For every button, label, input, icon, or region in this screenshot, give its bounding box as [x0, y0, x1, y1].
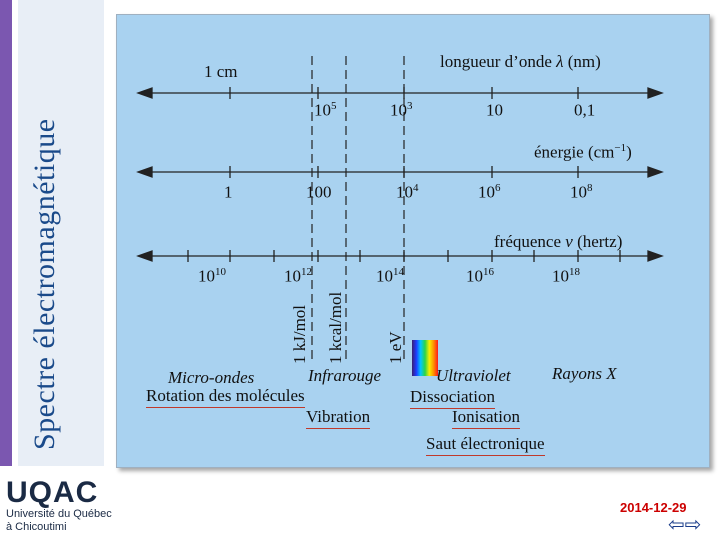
energy-axis: [136, 166, 664, 178]
process-vibration: Vibration: [306, 407, 371, 429]
en-tick-label: 108: [570, 182, 593, 202]
region-infrarouge: Infrarouge: [308, 366, 382, 385]
fr-tick-label: 1018: [552, 266, 580, 286]
wavelength-title: longueur d’onde λ (nm): [440, 52, 601, 71]
wavelength-left-label: 1 cm: [204, 62, 238, 81]
fr-tick-label: 1010: [198, 266, 226, 286]
wl-tick-label: 0,1: [574, 100, 596, 120]
logo-line1: Université du Québec: [6, 508, 112, 520]
en-tick-label: 1: [224, 182, 233, 202]
frequency-arrow-right: [647, 250, 664, 262]
wavelength-arrow-right: [647, 87, 664, 99]
fr-tick-label: 1014: [376, 266, 404, 286]
uqac-logo: UQAC Université du Québec à Chicoutimi: [6, 478, 116, 534]
wl-tick-label: 103: [390, 100, 413, 120]
energy-title: énergie (cm−1): [534, 142, 632, 162]
marker-ev-label: 1 eV: [386, 331, 405, 364]
frequency-axis: [136, 250, 664, 262]
frequency-arrow-left: [136, 250, 153, 262]
fr-tick-label: 1012: [284, 266, 312, 286]
energy-arrow-right: [647, 166, 664, 178]
region-ultraviolet: Ultraviolet: [436, 366, 511, 385]
left-decor-bar: [0, 0, 104, 466]
en-tick-label: 106: [478, 182, 501, 202]
logo-name: UQAC: [6, 476, 99, 509]
marker-kj-label: 1 kJ/mol: [290, 304, 309, 364]
footer-date: 2014-12-29: [620, 500, 687, 515]
fr-tick-label: 1016: [466, 266, 494, 286]
process-rotation: Rotation des molécules: [146, 386, 305, 408]
en-tick-label: 100: [306, 182, 332, 202]
diagram-panel: [116, 14, 710, 468]
process-ionisation: Ionisation: [452, 407, 520, 429]
process-saut: Saut électronique: [426, 434, 545, 456]
en-tick-label: 104: [396, 182, 419, 202]
visible-spectrum-strip: [412, 340, 438, 376]
logo-line2: à Chicoutimi: [6, 521, 67, 533]
wl-tick-label: 105: [314, 100, 337, 120]
frequency-title: fréquence ν (hertz): [494, 232, 623, 251]
wl-tick-label: 10: [486, 100, 503, 120]
marker-kcal-label: 1 kcal/mol: [326, 291, 345, 364]
energy-arrow-left: [136, 166, 153, 178]
process-dissociation: Dissociation: [410, 387, 495, 409]
wavelength-axis: [136, 87, 664, 99]
wavelength-arrow-left: [136, 87, 153, 99]
region-micro-ondes: Micro-ondes: [168, 368, 255, 387]
navigation-arrows-icon[interactable]: ⇦⇨: [668, 512, 702, 536]
unit-markers: [311, 56, 405, 362]
region-rayons-x: Rayons X: [552, 364, 617, 383]
